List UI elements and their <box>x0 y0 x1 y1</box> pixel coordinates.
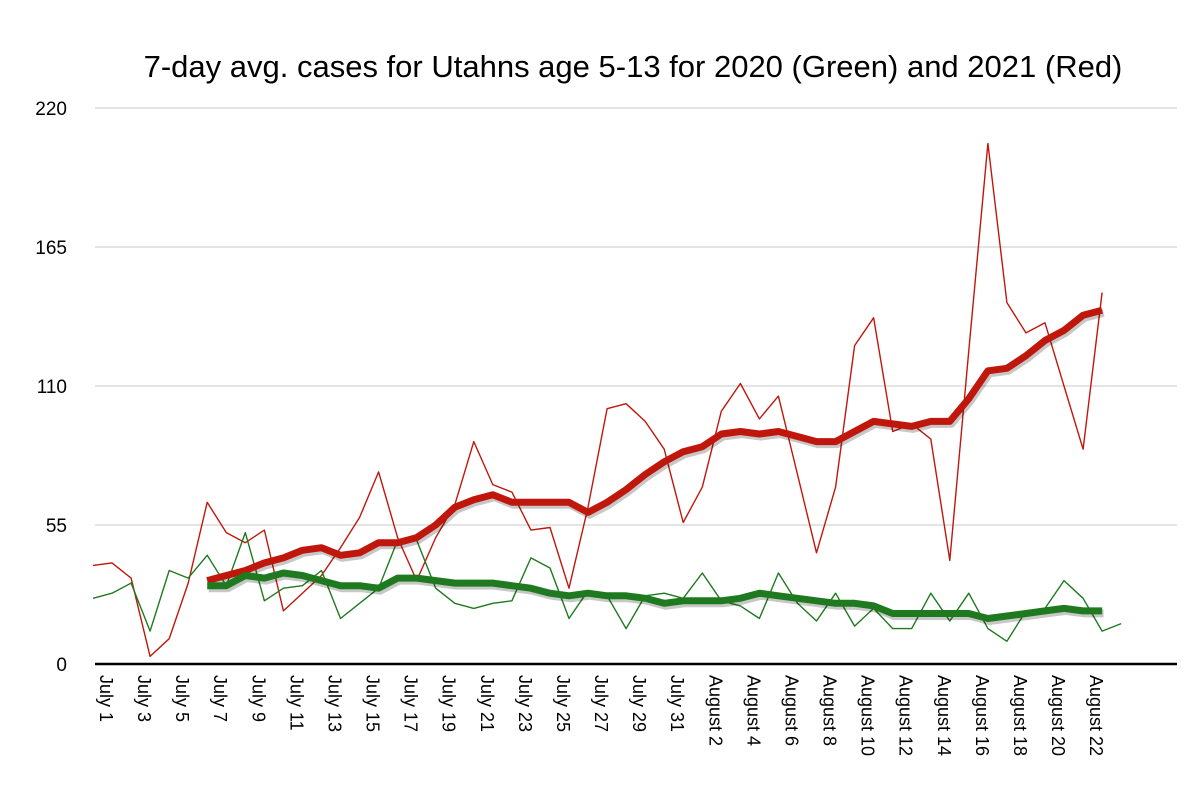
x-tick-label: August 8 <box>820 675 840 746</box>
chart-title: 7-day avg. cases for Utahns age 5-13 for… <box>144 49 1123 84</box>
x-tick-label: August 16 <box>972 675 992 756</box>
x-tick-label: July 29 <box>629 675 649 732</box>
x-tick-label: July 9 <box>248 675 268 722</box>
x-tick-label: July 17 <box>401 675 421 732</box>
x-tick-label: July 1 <box>96 675 116 722</box>
x-tick-label: July 3 <box>134 675 154 722</box>
x-tick-label: August 2 <box>705 675 725 746</box>
x-tick-label: July 23 <box>515 675 535 732</box>
x-tick-label: August 22 <box>1086 675 1106 756</box>
x-tick-label: July 11 <box>286 675 306 731</box>
x-tick-label: July 31 <box>667 675 687 732</box>
series-line-2020-daily-cases <box>92 531 1122 642</box>
y-axis-tick-labels: 0 55 110 165 220 <box>35 99 67 676</box>
x-tick-label: August 14 <box>934 675 954 756</box>
y-tick-label: 55 <box>46 516 67 537</box>
series-line-2021-7-day-avg <box>206 306 1103 584</box>
x-tick-label: July 13 <box>324 675 344 732</box>
x-tick-label: July 21 <box>477 675 497 732</box>
y-tick-label: 110 <box>37 377 67 398</box>
series-line-2020-7-day-avg <box>207 569 1103 622</box>
x-tick-label: August 6 <box>781 675 801 746</box>
y-tick-label: 0 <box>56 655 67 676</box>
x-tick-label: August 4 <box>743 675 763 746</box>
y-tick-label: 165 <box>35 238 67 259</box>
x-tick-label: August 10 <box>858 675 878 756</box>
x-tick-label: July 15 <box>363 675 383 732</box>
series-lines <box>92 142 1122 658</box>
x-tick-label: July 19 <box>439 675 459 732</box>
x-tick-label: July 5 <box>172 675 192 722</box>
x-tick-label: August 20 <box>1048 675 1068 756</box>
x-tick-label: July 25 <box>553 675 573 732</box>
y-tick-label: 220 <box>35 99 67 120</box>
x-tick-label: August 18 <box>1010 675 1030 756</box>
x-tick-label: July 27 <box>591 675 611 732</box>
x-axis-tick-labels: July 1 July 3 July 5 July 7 July 9 July 11 Jul… <box>96 675 1106 756</box>
gridlines <box>95 107 1177 526</box>
series-line-2021-daily-cases <box>92 142 1103 658</box>
x-tick-label: August 12 <box>896 675 916 756</box>
x-tick-label: July 7 <box>210 675 230 722</box>
